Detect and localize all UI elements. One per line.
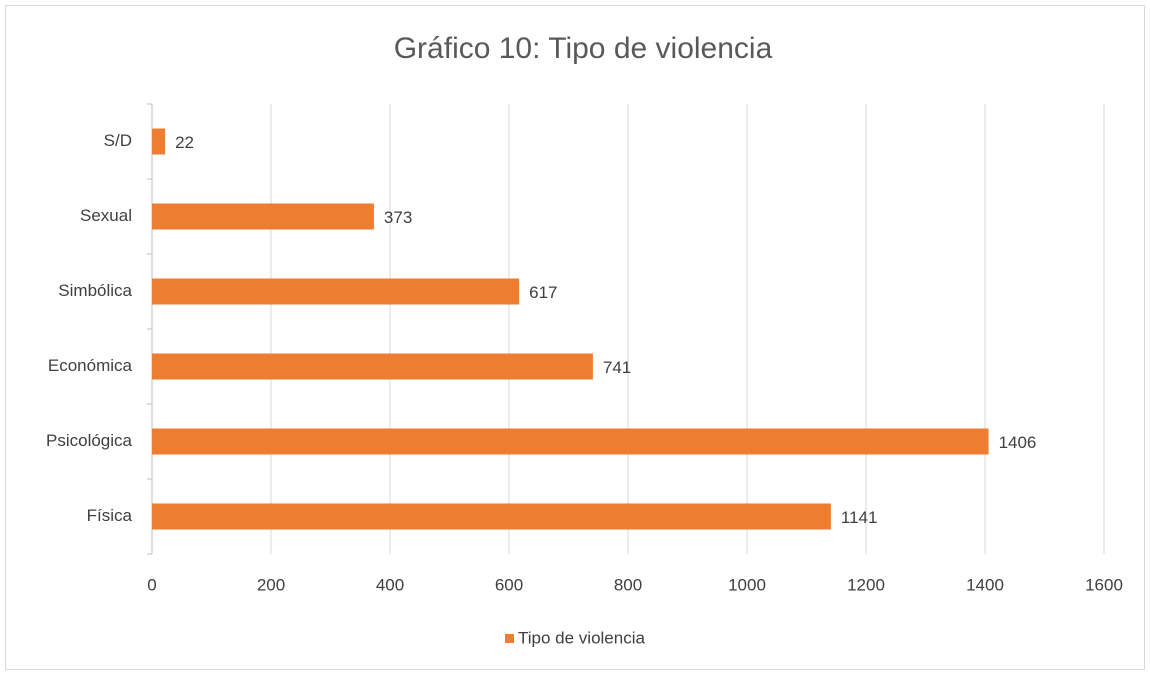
bar — [152, 128, 166, 155]
x-tick-label: 1200 — [847, 575, 885, 594]
x-tick-label: 200 — [257, 575, 285, 594]
y-tick-label: Económica — [48, 356, 133, 375]
y-tick-label: Física — [87, 506, 133, 525]
y-tick-label: Sexual — [80, 206, 132, 225]
bar — [152, 428, 989, 455]
x-tick-label: 1000 — [728, 575, 766, 594]
data-label: 1406 — [999, 433, 1037, 452]
data-label: 741 — [603, 358, 631, 377]
chart-frame — [5, 5, 1145, 670]
x-tick-label: 600 — [495, 575, 523, 594]
legend-swatch — [505, 634, 514, 643]
legend-label: Tipo de violencia — [518, 628, 645, 647]
data-label: 22 — [175, 133, 194, 152]
data-label: 373 — [384, 208, 412, 227]
bar — [152, 278, 520, 305]
bar — [152, 353, 593, 380]
x-tick-label: 1400 — [966, 575, 1004, 594]
x-tick-label: 800 — [614, 575, 642, 594]
y-tick-label: S/D — [104, 131, 132, 150]
x-tick-label: 0 — [147, 575, 156, 594]
x-tick-label: 400 — [376, 575, 404, 594]
x-tick-label: 1600 — [1085, 575, 1123, 594]
bar — [152, 503, 831, 530]
bar — [152, 203, 374, 230]
data-label: 617 — [529, 283, 557, 302]
data-label: 1141 — [841, 508, 878, 527]
chart-title: Gráfico 10: Tipo de violencia — [394, 32, 773, 65]
y-tick-label: Simbólica — [58, 281, 132, 300]
y-tick-label: Psicológica — [46, 431, 133, 450]
